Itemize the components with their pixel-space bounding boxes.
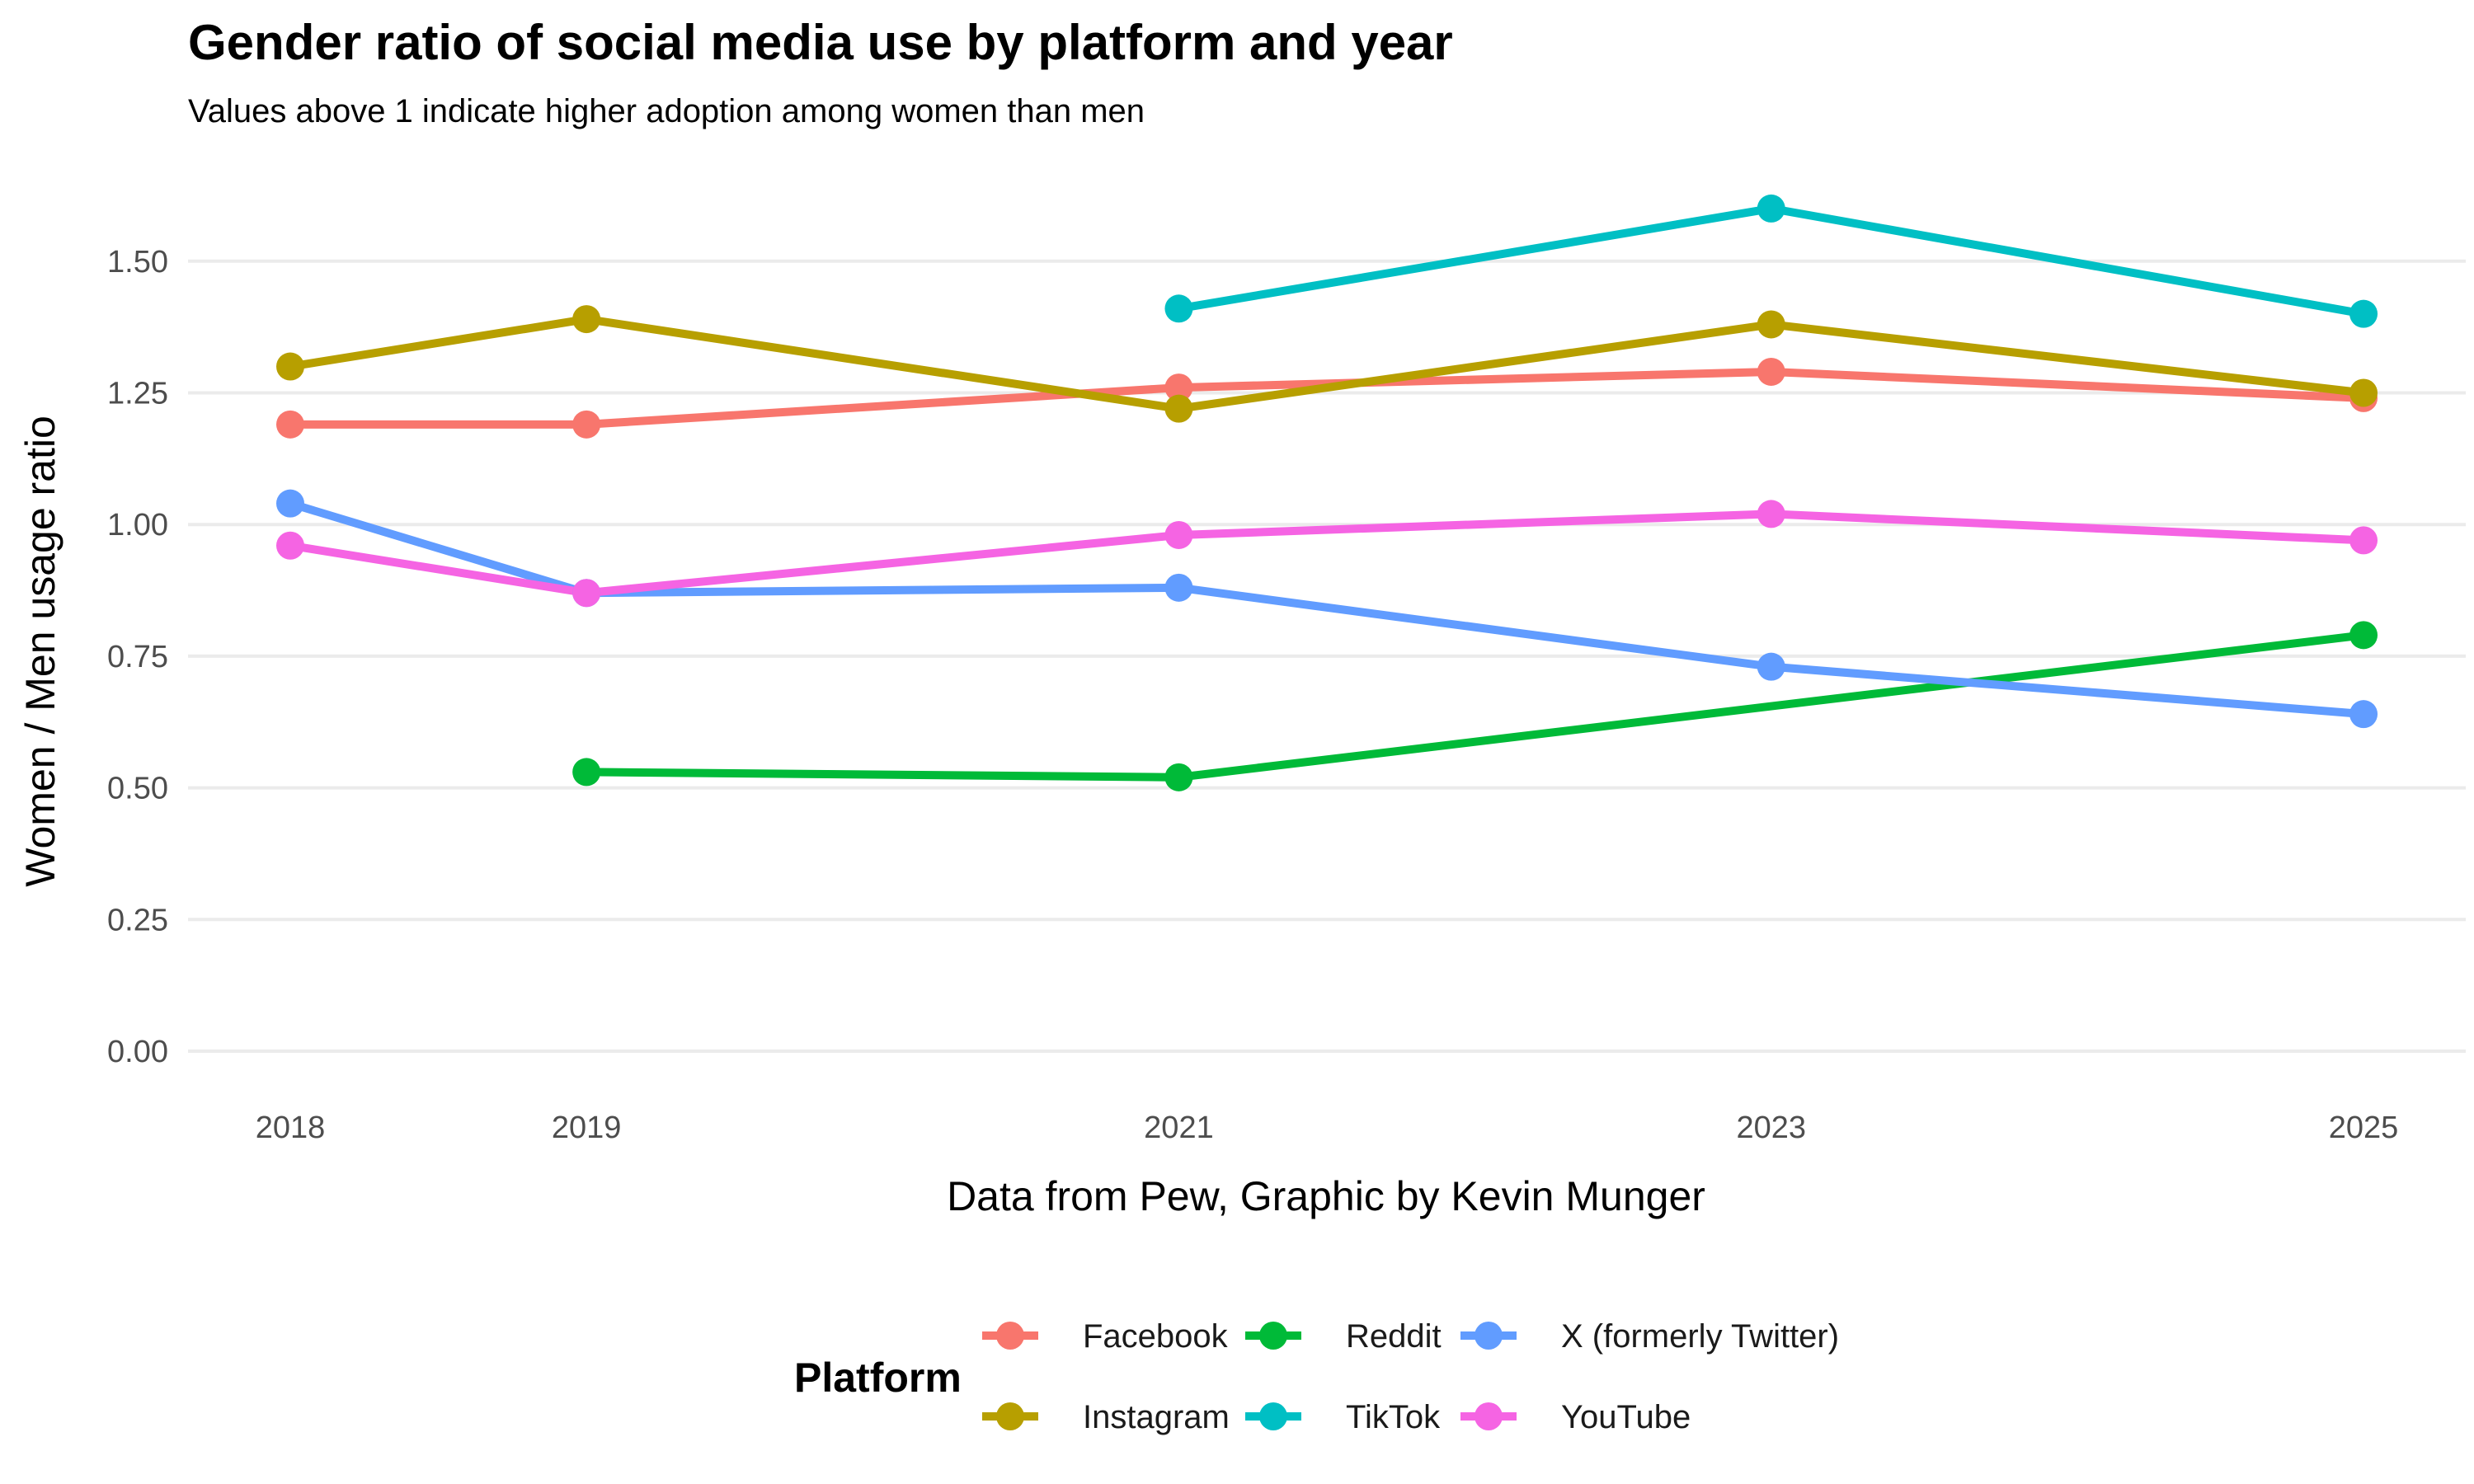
x-tick-label: 2025 [2329,1111,2399,1145]
y-tick-label: 1.25 [107,377,168,411]
data-point-facebook [1164,373,1193,402]
legend: Facebook Instagram Reddit TikTok X (formerly… [982,1318,1839,1435]
data-point-facebook [1757,357,1785,386]
legend-label: X (formerly Twitter) [1561,1318,1839,1355]
legend-label: YouTube [1561,1399,1691,1435]
series-line-facebook [290,367,2364,429]
gridlines [188,259,2466,1053]
data-point-facebook [276,410,304,439]
legend-key-point [1475,1402,1503,1430]
data-point-x-formerly-twitter [2349,700,2378,729]
series-line-instagram [289,315,2364,413]
series-points [276,194,2378,791]
legend-item-facebook: Facebook [982,1318,1229,1355]
legend-key-point [996,1322,1024,1350]
x-tick-label: 2021 [1144,1111,1214,1145]
legend-label: Instagram [1083,1399,1230,1435]
legend-label: TikTok [1346,1399,1441,1435]
y-axis-ticks: 0.00 0.25 0.50 0.75 1.00 1.25 1.50 [107,245,168,1069]
data-point-tiktok [1757,194,1785,223]
data-point-tiktok [2349,299,2378,328]
legend-item-tiktok: TikTok [1245,1399,1441,1435]
y-tick-label: 0.50 [107,772,168,806]
data-point-tiktok [1164,294,1193,323]
data-point-reddit [2349,621,2378,650]
chart-title: Gender ratio of social media use by plat… [188,15,1453,70]
series-line-x-formerly-twitter [289,499,2364,719]
y-axis-title: Women / Men usage ratio [17,416,63,887]
legend-item-instagram: Instagram [982,1399,1230,1435]
data-point-instagram [2349,378,2378,407]
data-point-reddit [1164,763,1193,791]
data-point-youtube [572,579,601,608]
legend-title: Platform [794,1355,962,1401]
data-point-x-formerly-twitter [276,489,304,518]
legend-key-point [1259,1322,1287,1350]
legend-key-point [1475,1322,1503,1350]
data-point-instagram [1757,310,1785,339]
data-point-youtube [1757,500,1785,528]
data-point-youtube [2349,526,2378,555]
x-axis-ticks: 2018 2019 2021 2023 2025 [256,1111,2399,1145]
legend-item-x-formerly-twitter: X (formerly Twitter) [1460,1318,1839,1355]
chart-subtitle: Values above 1 indicate higher adoption … [188,93,1145,129]
data-point-reddit [572,758,601,787]
data-point-x-formerly-twitter [1164,573,1193,602]
y-tick-label: 0.75 [107,640,168,674]
series-lines [289,204,2364,782]
x-axis-title: Data from Pew, Graphic by Kevin Munger [947,1173,1705,1219]
x-tick-label: 2019 [552,1111,622,1145]
y-tick-label: 1.00 [107,508,168,542]
y-tick-label: 1.50 [107,245,168,279]
x-tick-label: 2018 [256,1111,326,1145]
data-point-instagram [276,352,304,381]
legend-key-point [1259,1402,1287,1430]
data-point-instagram [1164,394,1193,423]
data-point-facebook [572,410,601,439]
data-point-youtube [1164,520,1193,549]
legend-item-youtube: YouTube [1460,1399,1691,1435]
x-tick-label: 2023 [1736,1111,1806,1145]
legend-label: Reddit [1346,1318,1442,1355]
legend-key-point [996,1402,1024,1430]
data-point-instagram [572,305,601,334]
legend-item-reddit: Reddit [1245,1318,1442,1355]
data-point-x-formerly-twitter [1757,652,1785,681]
legend-label: Facebook [1083,1318,1229,1355]
data-point-youtube [276,531,304,560]
y-tick-label: 0.00 [107,1035,168,1069]
y-tick-label: 0.25 [107,903,168,937]
